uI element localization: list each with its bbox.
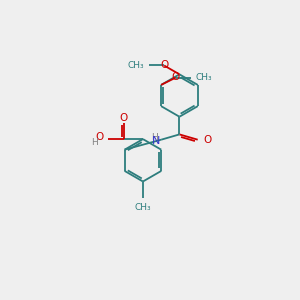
Text: O: O [120, 112, 128, 123]
Text: H: H [152, 133, 158, 142]
Text: N: N [152, 136, 160, 146]
Text: O: O [160, 60, 169, 70]
Text: O: O [171, 72, 180, 82]
Text: O: O [96, 132, 104, 142]
Text: H: H [92, 137, 98, 146]
Text: CH₃: CH₃ [135, 203, 151, 212]
Text: O: O [203, 135, 211, 145]
Text: CH₃: CH₃ [128, 61, 144, 70]
Text: CH₃: CH₃ [196, 73, 212, 82]
